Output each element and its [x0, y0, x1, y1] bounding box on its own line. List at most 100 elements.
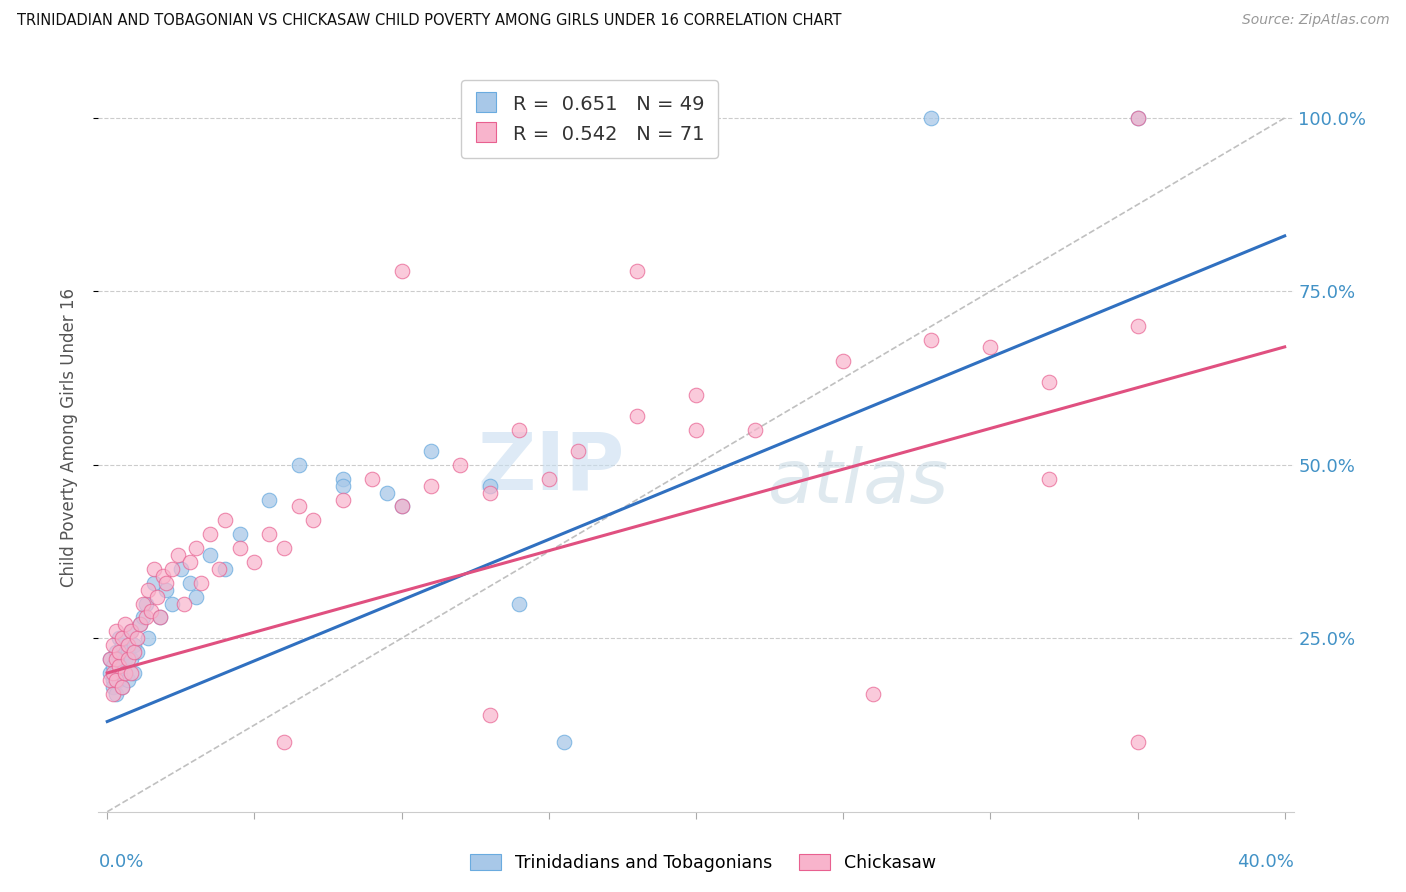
- Legend: Trinidadians and Tobagonians, Chickasaw: Trinidadians and Tobagonians, Chickasaw: [463, 847, 943, 879]
- Point: [111, 680, 134, 694]
- Point: [108, 632, 131, 646]
- Point: [273, 541, 295, 555]
- Point: [114, 665, 136, 680]
- Text: TRINIDADIAN AND TOBAGONIAN VS CHICKASAW CHILD POVERTY AMONG GIRLS UNDER 16 CORRE: TRINIDADIAN AND TOBAGONIAN VS CHICKASAW …: [17, 13, 841, 29]
- Point: [101, 673, 124, 687]
- Point: [200, 527, 222, 541]
- Point: [508, 597, 530, 611]
- Point: [179, 575, 201, 590]
- Point: [120, 624, 142, 639]
- Point: [744, 423, 766, 437]
- Point: [155, 582, 177, 597]
- Point: [101, 687, 124, 701]
- Point: [190, 575, 212, 590]
- Point: [332, 478, 354, 492]
- Point: [478, 707, 501, 722]
- Point: [108, 673, 131, 687]
- Point: [302, 513, 325, 527]
- Point: [122, 638, 145, 652]
- Point: [146, 590, 169, 604]
- Point: [98, 673, 121, 687]
- Text: atlas: atlas: [768, 446, 949, 518]
- Point: [478, 478, 501, 492]
- Point: [375, 485, 398, 500]
- Point: [537, 472, 560, 486]
- Point: [685, 388, 707, 402]
- Point: [184, 590, 207, 604]
- Point: [1126, 735, 1149, 749]
- Point: [1038, 472, 1060, 486]
- Point: [979, 340, 1001, 354]
- Point: [149, 610, 172, 624]
- Point: [111, 680, 134, 694]
- Point: [101, 665, 124, 680]
- Text: 0.0%: 0.0%: [98, 853, 143, 871]
- Point: [149, 610, 172, 624]
- Legend: R =  0.651   N = 49, R =  0.542   N = 71: R = 0.651 N = 49, R = 0.542 N = 71: [461, 79, 718, 158]
- Point: [108, 659, 131, 673]
- Point: [214, 562, 236, 576]
- Point: [141, 603, 163, 617]
- Point: [685, 423, 707, 437]
- Point: [134, 597, 156, 611]
- Point: [98, 665, 121, 680]
- Point: [98, 652, 121, 666]
- Point: [1126, 319, 1149, 334]
- Point: [391, 500, 413, 514]
- Point: [105, 652, 128, 666]
- Point: [508, 423, 530, 437]
- Text: Source: ZipAtlas.com: Source: ZipAtlas.com: [1241, 13, 1389, 28]
- Point: [128, 617, 150, 632]
- Point: [108, 652, 131, 666]
- Point: [243, 555, 266, 569]
- Point: [391, 263, 413, 277]
- Text: ZIP: ZIP: [477, 428, 624, 506]
- Point: [120, 624, 142, 639]
- Point: [105, 687, 128, 701]
- Point: [98, 652, 121, 666]
- Point: [173, 597, 195, 611]
- Point: [1038, 375, 1060, 389]
- Point: [450, 458, 472, 472]
- Point: [567, 444, 589, 458]
- Point: [920, 333, 942, 347]
- Point: [105, 624, 128, 639]
- Point: [108, 645, 131, 659]
- Point: [170, 562, 193, 576]
- Point: [114, 652, 136, 666]
- Point: [287, 500, 309, 514]
- Point: [257, 527, 280, 541]
- Point: [420, 444, 443, 458]
- Point: [257, 492, 280, 507]
- Point: [138, 632, 160, 646]
- Point: [160, 597, 183, 611]
- Point: [143, 562, 166, 576]
- Point: [131, 610, 153, 624]
- Point: [105, 673, 128, 687]
- Point: [273, 735, 295, 749]
- Point: [120, 652, 142, 666]
- Point: [228, 527, 250, 541]
- Point: [120, 665, 142, 680]
- Point: [167, 548, 190, 562]
- Point: [117, 645, 139, 659]
- Point: [553, 735, 575, 749]
- Point: [287, 458, 309, 472]
- Point: [214, 513, 236, 527]
- Point: [111, 659, 134, 673]
- Point: [117, 638, 139, 652]
- Point: [138, 582, 160, 597]
- Point: [114, 665, 136, 680]
- Point: [626, 263, 648, 277]
- Point: [228, 541, 250, 555]
- Point: [920, 111, 942, 125]
- Point: [391, 500, 413, 514]
- Point: [200, 548, 222, 562]
- Point: [114, 617, 136, 632]
- Point: [361, 472, 384, 486]
- Point: [101, 638, 124, 652]
- Point: [160, 562, 183, 576]
- Point: [478, 485, 501, 500]
- Point: [122, 665, 145, 680]
- Point: [1126, 111, 1149, 125]
